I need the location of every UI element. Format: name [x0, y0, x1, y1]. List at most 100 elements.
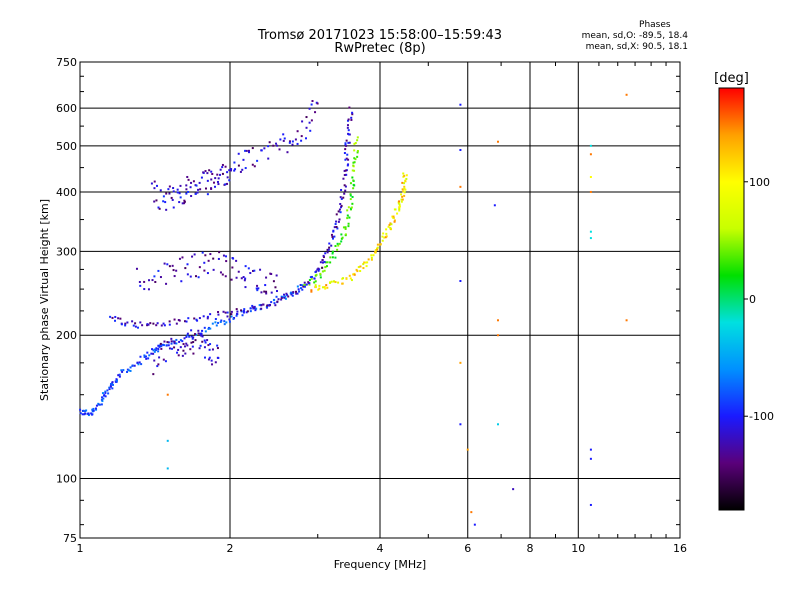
- data-point: [260, 304, 263, 307]
- data-point: [328, 246, 331, 249]
- data-point: [111, 383, 114, 386]
- data-point: [230, 310, 233, 313]
- data-point: [331, 235, 334, 238]
- data-point: [401, 181, 404, 184]
- data-point: [351, 176, 354, 179]
- data-point: [260, 307, 263, 310]
- data-point: [359, 270, 362, 273]
- data-point: [92, 409, 95, 412]
- data-point: [168, 347, 171, 350]
- data-point: [203, 356, 206, 359]
- data-point: [208, 348, 211, 351]
- data-point: [207, 344, 210, 347]
- data-point: [324, 252, 327, 255]
- data-point: [348, 141, 351, 144]
- data-point: [116, 379, 119, 382]
- data-point: [166, 393, 169, 396]
- data-point: [341, 282, 344, 285]
- data-point: [352, 183, 355, 186]
- data-point: [335, 213, 338, 216]
- data-point: [152, 349, 155, 352]
- data-point: [209, 327, 212, 330]
- data-point: [228, 320, 231, 323]
- data-point: [141, 324, 144, 327]
- data-point: [153, 348, 156, 351]
- data-point: [329, 261, 332, 264]
- data-point: [347, 141, 350, 144]
- data-point: [335, 220, 338, 223]
- data-point: [403, 194, 406, 197]
- data-point: [170, 196, 173, 199]
- data-point: [329, 256, 332, 259]
- data-point: [219, 168, 222, 171]
- data-point: [213, 185, 216, 188]
- data-point: [352, 179, 355, 182]
- data-point: [203, 326, 206, 329]
- data-point: [310, 289, 313, 292]
- data-point: [176, 191, 179, 194]
- data-point: [298, 290, 301, 293]
- data-point: [344, 189, 347, 192]
- data-point: [167, 341, 170, 344]
- data-point: [256, 284, 259, 287]
- data-point: [387, 225, 390, 228]
- data-point: [300, 139, 303, 142]
- data-point: [343, 174, 346, 177]
- data-point: [200, 334, 203, 337]
- data-point: [183, 320, 186, 323]
- data-point: [185, 335, 188, 338]
- data-point: [280, 297, 283, 300]
- data-point: [370, 254, 373, 257]
- data-point: [101, 392, 104, 395]
- data-point: [158, 356, 161, 359]
- data-point: [331, 256, 334, 259]
- data-point: [589, 175, 592, 178]
- data-point: [353, 161, 356, 164]
- data-point: [347, 163, 350, 166]
- data-point: [192, 336, 195, 339]
- data-point: [194, 275, 197, 278]
- data-point: [207, 327, 210, 330]
- data-point: [108, 386, 111, 389]
- data-point: [349, 193, 352, 196]
- data-point: [326, 286, 329, 289]
- data-point: [185, 342, 188, 345]
- data-point: [336, 242, 339, 245]
- data-point: [347, 206, 350, 209]
- data-point: [346, 164, 349, 167]
- data-point: [204, 170, 207, 173]
- data-point: [211, 322, 214, 325]
- data-point: [156, 365, 159, 368]
- data-point: [344, 185, 347, 188]
- data-point: [137, 326, 140, 329]
- data-point: [209, 313, 212, 316]
- data-point: [383, 236, 386, 239]
- data-point: [348, 274, 351, 277]
- data-point: [589, 153, 592, 156]
- data-point: [183, 345, 186, 348]
- data-point: [251, 304, 254, 307]
- data-point: [402, 172, 405, 175]
- phases-legend: Phases mean, sd,O: -89.5, 18.4 mean, sd,…: [582, 20, 688, 53]
- data-point: [197, 329, 200, 332]
- data-point: [155, 199, 158, 202]
- data-point: [215, 324, 218, 327]
- data-point: [179, 339, 182, 342]
- data-point: [278, 148, 281, 151]
- data-point: [148, 354, 151, 357]
- data-point: [162, 200, 165, 203]
- data-point: [147, 288, 150, 291]
- data-point: [292, 291, 295, 294]
- data-point: [244, 265, 247, 268]
- data-point: [231, 266, 234, 269]
- data-point: [314, 271, 317, 274]
- data-point: [109, 383, 112, 386]
- data-point: [165, 208, 168, 211]
- data-point: [343, 152, 346, 155]
- data-point: [263, 290, 266, 293]
- data-point: [287, 295, 290, 298]
- data-point: [496, 334, 499, 337]
- data-point: [179, 196, 182, 199]
- data-point: [191, 337, 194, 340]
- data-point: [106, 389, 109, 392]
